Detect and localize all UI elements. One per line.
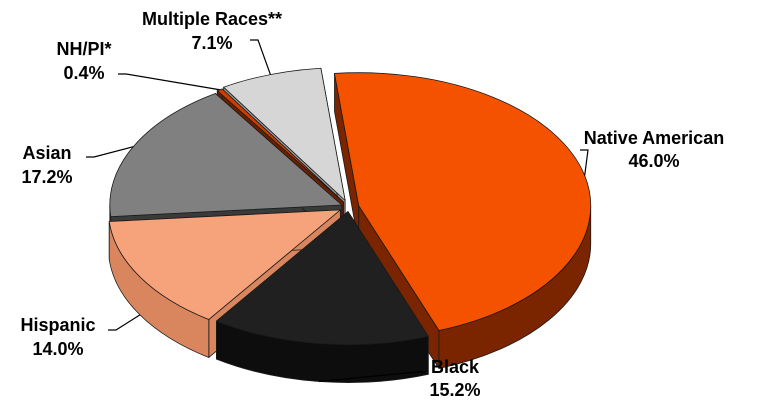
slice-labels: Native American 46.0% Black 15.2% Hispan…: [20, 9, 724, 400]
label-black-value: 15.2%: [429, 380, 480, 400]
leader-nh-pi: [118, 73, 220, 91]
label-native-american-name: Native American: [584, 128, 724, 148]
label-nhpi-name: NH/PI*: [56, 39, 111, 59]
label-hispanic-name: Hispanic: [20, 315, 95, 335]
pie-top-layer: [108, 67, 592, 345]
leader-black: [319, 371, 425, 383]
slice-nh-pi: [216, 88, 345, 203]
slice-asian: [109, 93, 343, 218]
leader-hispanic: [108, 314, 141, 331]
leader-native-american: [580, 149, 589, 176]
leader-asian: [86, 146, 134, 158]
label-asian-value: 17.2%: [21, 167, 72, 187]
label-multiple-races-value: 7.1%: [191, 33, 232, 53]
label-hispanic-value: 14.0%: [32, 339, 83, 359]
slice-hispanic: [108, 209, 341, 320]
slice-black: [216, 211, 429, 345]
slice-multiple-races: [223, 67, 346, 201]
label-multiple-races-name: Multiple Races**: [142, 9, 282, 29]
label-asian-name: Asian: [22, 143, 71, 163]
label-native-american-value: 46.0%: [628, 151, 679, 171]
slice-native-american: [334, 72, 592, 331]
label-black-name: Black: [431, 357, 480, 377]
label-nhpi-value: 0.4%: [63, 63, 104, 83]
leader-multiple-races: [250, 39, 271, 75]
leader-lines: [86, 39, 589, 383]
